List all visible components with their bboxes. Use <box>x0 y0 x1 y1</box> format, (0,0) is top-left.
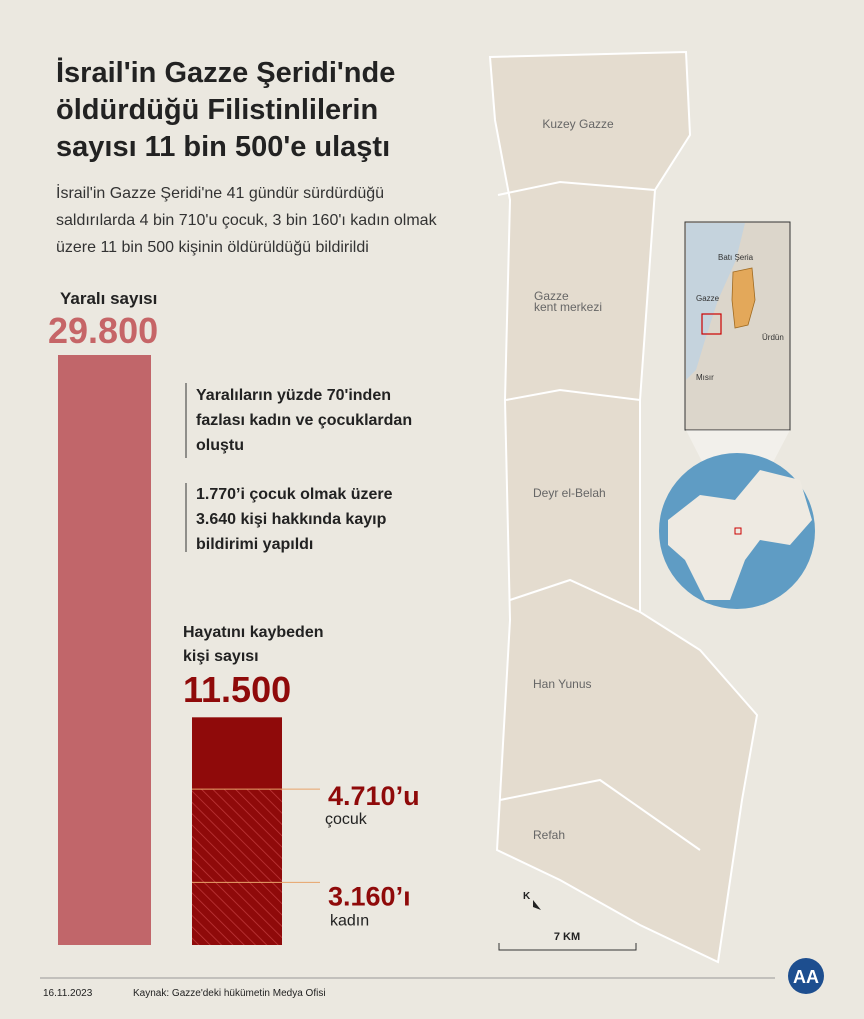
district-border <box>505 388 641 401</box>
north-label: K <box>523 891 531 902</box>
note-line: Yaralıların yüzde 70'inden <box>196 387 391 404</box>
subtitle-line: üzere 11 bin 500 kişinin öldürüldüğü bil… <box>56 239 369 256</box>
scale-label: 7 KM <box>554 931 580 943</box>
title-line: sayısı 11 bin 500'e ulaştı <box>56 131 390 163</box>
inset-label: Mısır <box>696 373 714 382</box>
west-bank <box>731 267 756 329</box>
women-segment <box>192 882 282 945</box>
footer-date: 16.11.2023 <box>43 988 93 999</box>
region-label: Refah <box>533 828 565 842</box>
inset-label: Ürdün <box>762 333 784 342</box>
note-line: oluştu <box>196 437 244 454</box>
women-caption: kadın <box>330 912 369 929</box>
title-line: İsrail'in Gazze Şeridi'nde <box>56 57 395 89</box>
inset-label: Batı Şeria <box>718 253 754 262</box>
sea <box>686 223 745 380</box>
killed-count: 11.500 <box>183 669 291 710</box>
logo <box>788 958 824 994</box>
note-line: fazlası kadın ve çocuklardan <box>196 412 412 429</box>
district-border <box>499 778 701 851</box>
children-count: 4.710’u <box>328 781 420 811</box>
globe-marker <box>734 527 742 535</box>
gaza-strip <box>488 50 759 964</box>
subtitle-line: saldırılarda 4 bin 710'u çocuk, 3 bin 16… <box>56 212 438 229</box>
map: Kuzey Gazze Gazze kent merkezi Deyr el-B… <box>488 50 759 964</box>
district-border <box>509 578 641 613</box>
locator: Batı Şeria Gazze Ürdün Mısır <box>659 221 815 609</box>
region-label: Deyr el-Belah <box>533 486 606 500</box>
children-caption: çocuk <box>325 811 368 828</box>
wounded-count: 29.800 <box>48 310 158 351</box>
region-label: Han Yunus <box>533 677 592 691</box>
subtitle-line: İsrail'in Gazze Şeridi'ne 41 gündür sürd… <box>56 183 384 202</box>
wounded-bar <box>58 355 151 945</box>
women-count: 3.160’ı <box>328 881 411 911</box>
gaza-box <box>701 313 722 335</box>
north-arrow <box>533 900 541 910</box>
killed-label: kişi sayısı <box>183 648 259 665</box>
globe-land <box>668 470 812 600</box>
note-line: 3.640 kişi hakkında kayıp <box>196 511 387 528</box>
footer-source: Kaynak: Gazze'deki hükümetin Medya Ofisi <box>133 988 326 999</box>
region-label: Kuzey Gazze <box>542 117 614 131</box>
scale-bar <box>498 943 637 951</box>
killed-label: Hayatını kaybeden <box>183 624 324 641</box>
title-line: öldürdüğü Filistinlilerin <box>56 94 378 126</box>
wounded-label: Yaralı sayısı <box>60 289 157 308</box>
note-line: 1.770’i çocuk olmak üzere <box>196 486 393 503</box>
note-line: bildirimi yapıldı <box>196 536 313 553</box>
region-label: kent merkezi <box>534 300 602 314</box>
region-label: Gazze <box>534 289 569 303</box>
district-border <box>497 180 656 196</box>
logo-text: AA <box>793 967 819 987</box>
inset-label: Gazze <box>696 294 720 303</box>
children-segment <box>192 789 282 883</box>
